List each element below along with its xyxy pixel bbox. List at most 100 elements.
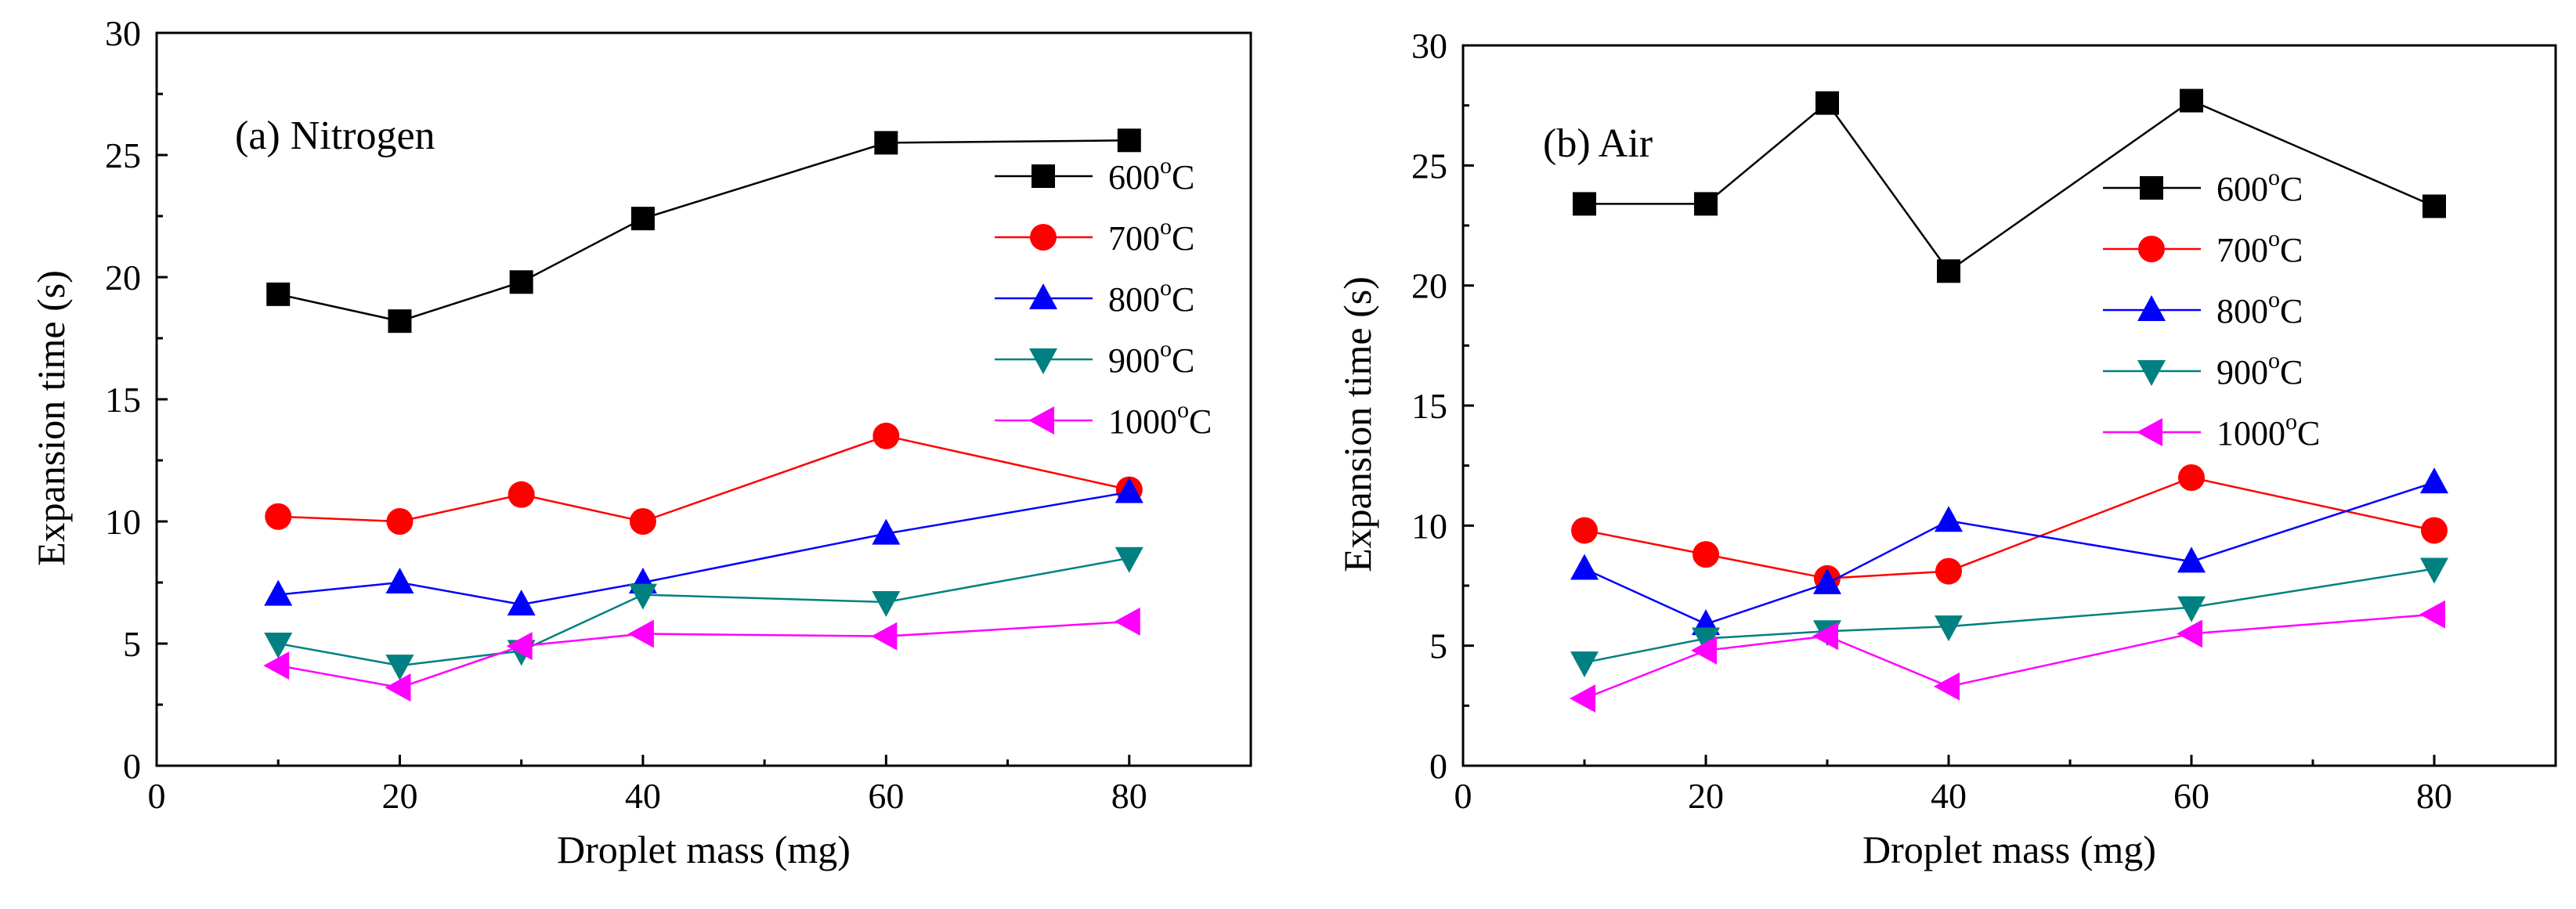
data-point [385, 568, 414, 593]
data-point [2420, 467, 2448, 494]
data-point [385, 655, 414, 681]
series-line [1584, 613, 2435, 700]
data-point [2420, 557, 2448, 584]
series-line [1584, 476, 2435, 580]
data-point [1934, 672, 1960, 701]
data-point [2178, 464, 2205, 491]
legend-marker [1029, 348, 1057, 374]
legend-entry-1000C: 1000oC [2103, 409, 2320, 453]
panel-air: 0 20 40 60 80 0 5 10 15 20 25 30 Droplet mass (mg) Ex… [1335, 26, 2557, 871]
data-point [872, 518, 901, 545]
legend-marker [2137, 295, 2166, 321]
legend-entry-700C: 700oC [995, 214, 1194, 258]
data-point [1691, 636, 1717, 665]
data-point [2177, 596, 2206, 622]
data-point [2180, 88, 2203, 113]
legend-entry-700C: 700oC [2103, 225, 2303, 269]
legend-entry-600C: 600oC [995, 153, 1194, 197]
data-point [509, 270, 533, 294]
legend-marker [2138, 236, 2165, 262]
x-axis-title: Droplet mass (mg) [557, 828, 851, 871]
x-axis-title: Droplet mass (mg) [1862, 828, 2156, 871]
legend-label: 1000oC [1108, 397, 1212, 441]
data-point [1573, 192, 1596, 216]
series-900C [1570, 557, 2448, 678]
series-line [277, 557, 1130, 667]
legend-marker [2137, 360, 2166, 386]
x-tick-label: 40 [625, 776, 661, 816]
legend-label: 800oC [1108, 275, 1194, 319]
data-point [263, 651, 290, 680]
x-tick-label: 60 [2173, 776, 2209, 816]
data-point [1937, 259, 1960, 283]
legend-marker [1029, 283, 1057, 309]
x-tick-label: 20 [1688, 776, 1724, 816]
x-tick-label: 80 [2416, 776, 2452, 816]
y-tick-label: 25 [105, 135, 141, 175]
y-tick-label: 5 [1429, 626, 1447, 666]
legend-label: 900oC [1108, 336, 1194, 380]
panel-title: (b) Air [1543, 121, 1653, 166]
data-point [873, 422, 900, 449]
x-tick-label: 80 [1111, 776, 1147, 816]
data-point [2177, 619, 2202, 648]
series-line [277, 620, 1129, 689]
legend-label: 600oC [1108, 153, 1194, 197]
y-tick-label: 20 [105, 258, 141, 298]
data-point [872, 590, 901, 617]
data-point [506, 632, 533, 661]
data-point [264, 633, 293, 658]
data-point [1570, 554, 1599, 580]
data-point [1692, 627, 1720, 654]
series-line [277, 139, 1129, 323]
legend-label: 1000oC [2217, 409, 2320, 453]
y-tick-label: 0 [123, 746, 141, 786]
data-point [2421, 517, 2448, 544]
data-point [1570, 684, 1595, 713]
x-tick-label: 60 [868, 776, 904, 816]
series-line [278, 435, 1130, 523]
data-point [1114, 607, 1140, 636]
legend-label: 800oC [2217, 287, 2303, 330]
series-600C [1573, 88, 2446, 283]
legend-label: 700oC [1108, 214, 1194, 258]
data-point [1117, 128, 1141, 153]
legend-entry-800C: 800oC [995, 275, 1194, 319]
data-point [264, 579, 293, 606]
legend-entry-900C: 900oC [995, 336, 1194, 380]
y-tick-label: 30 [1411, 26, 1447, 66]
x-tick-label: 0 [148, 776, 166, 816]
series-line [1584, 568, 2435, 664]
data-point [1115, 477, 1143, 503]
legend-marker [1031, 164, 1055, 188]
data-point [630, 207, 655, 231]
legend-label: 700oC [2217, 225, 2303, 269]
data-point [628, 583, 657, 610]
series-700C [1571, 464, 2448, 592]
legend-entry-900C: 900oC [2103, 348, 2303, 391]
legend-marker [1028, 406, 1054, 435]
data-point [1935, 615, 1963, 642]
series-900C [264, 546, 1143, 681]
x-tick-label: 40 [1931, 776, 1967, 816]
panel-title: (a) Nitrogen [235, 114, 435, 158]
series-700C [265, 422, 1143, 535]
data-point [871, 622, 898, 651]
legend-entry-1000C: 1000oC [995, 397, 1212, 441]
y-tick-label: 10 [1411, 506, 1447, 546]
series-line [1584, 481, 2435, 626]
series-line [278, 491, 1129, 606]
data-point [627, 619, 654, 648]
y-axis-title: Expansion time (s) [1335, 276, 1379, 572]
legend-entry-800C: 800oC [2103, 287, 2303, 330]
legend-marker [2137, 418, 2162, 446]
data-point [1571, 517, 1598, 544]
data-point [266, 282, 291, 306]
y-tick-label: 15 [105, 380, 141, 420]
data-point [507, 590, 536, 616]
data-point [388, 309, 412, 334]
data-point [385, 673, 411, 702]
data-point [2422, 194, 2446, 218]
data-point [1815, 91, 1839, 115]
